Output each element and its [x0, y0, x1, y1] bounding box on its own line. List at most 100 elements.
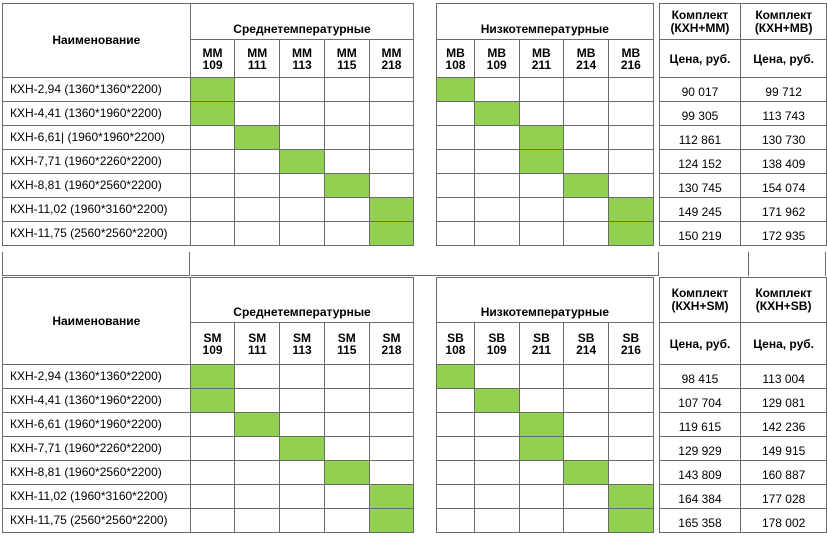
- price-table-bottom: Наименование Среднетемпературные Низкоте…: [2, 277, 827, 533]
- empty-cell: [234, 173, 281, 198]
- table-row: КХН-4,41 (1360*1960*2200) 99 305 113 743: [2, 101, 827, 126]
- price-value: 177 028: [740, 484, 827, 509]
- table-row: КХН-7,71 (1960*2260*2200) 124 152 138 409: [2, 149, 827, 174]
- model-header: ММ 218: [368, 39, 415, 78]
- empty-cell: [279, 412, 325, 437]
- model-header: SB 211: [518, 322, 565, 365]
- mid-temp-title: Среднетемпературные: [189, 3, 415, 40]
- kit-header: Комплект (КХН+SM): [658, 277, 742, 323]
- price-value: 165 358: [658, 508, 742, 533]
- model-name: КХН-11,02 (1960*3160*2200): [2, 484, 191, 509]
- low-temp-title: Низкотемпературные: [436, 3, 654, 40]
- compatible-cell: [607, 197, 654, 222]
- model-series: ММ: [292, 45, 312, 60]
- empty-cell: [518, 460, 565, 485]
- price-value: 160 887: [740, 460, 827, 485]
- empty-cell: [436, 221, 475, 246]
- empty-cell: [563, 508, 609, 533]
- model-number: 211: [531, 57, 552, 72]
- empty-cell: [279, 460, 325, 485]
- price-value: 149 915: [740, 436, 827, 461]
- empty-cell: [607, 125, 654, 150]
- empty-cell: [323, 77, 370, 102]
- price-value: 124 152: [658, 149, 742, 174]
- empty-cell: [189, 484, 236, 509]
- model-series: SB: [447, 330, 464, 345]
- empty-cell: [279, 508, 325, 533]
- empty-cell: [518, 173, 565, 198]
- empty-cell: [323, 221, 370, 246]
- empty-cell: [563, 197, 609, 222]
- empty-cell: [518, 101, 565, 126]
- empty-cell: [279, 197, 325, 222]
- price-value: 150 219: [658, 221, 742, 246]
- empty-cell: [436, 460, 475, 485]
- model-series: SB: [622, 330, 640, 345]
- table-row: КХН-2,94 (1360*1360*2200) 98 415 113 004: [2, 364, 827, 389]
- price-header: Цена, руб.: [740, 39, 827, 78]
- model-name: КХН-7,71 (1960*2260*2200): [2, 436, 191, 461]
- model-number: 109: [202, 342, 223, 357]
- model-name: КХН-2,94 (1360*1360*2200): [2, 77, 191, 102]
- model-number: 216: [620, 342, 641, 357]
- compatible-cell: [473, 388, 520, 413]
- empty-cell: [368, 149, 415, 174]
- compatible-cell: [436, 364, 475, 389]
- model-number: 109: [486, 57, 507, 72]
- empty-cell: [323, 388, 370, 413]
- empty-cell: [473, 173, 520, 198]
- empty-cell: [436, 149, 475, 174]
- compatible-cell: [279, 436, 325, 461]
- price-value: 171 962: [740, 197, 827, 222]
- model-header: ММ 113: [279, 39, 325, 78]
- empty-cell: [234, 436, 281, 461]
- model-header: МВ 216: [607, 39, 654, 78]
- empty-cell: [279, 364, 325, 389]
- model-series: SM: [203, 330, 222, 345]
- model-number: 115: [337, 57, 357, 72]
- empty-cell: [436, 412, 475, 437]
- price-value: 172 935: [740, 221, 827, 246]
- empty-cell: [607, 173, 654, 198]
- compatible-cell: [279, 149, 325, 174]
- empty-cell: [323, 149, 370, 174]
- model-number: 109: [486, 342, 507, 357]
- model-number: 113: [292, 57, 312, 72]
- table-row: КХН-6,61 (1960*1960*2200) 119 615 142 236: [2, 412, 827, 437]
- model-series: ММ: [202, 45, 223, 60]
- model-series: ММ: [336, 45, 357, 60]
- price-value: 90 017: [658, 77, 742, 102]
- model-number: 115: [337, 342, 357, 357]
- empty-cell: [607, 77, 654, 102]
- compatible-cell: [323, 173, 370, 198]
- empty-cell: [563, 364, 609, 389]
- model-number: 109: [202, 57, 223, 72]
- price-value: 113 004: [740, 364, 827, 389]
- empty-cell: [323, 412, 370, 437]
- price-value: 129 929: [658, 436, 742, 461]
- empty-cell: [436, 436, 475, 461]
- compatible-cell: [189, 77, 236, 102]
- compatible-cell: [368, 484, 415, 509]
- table-row: КХН-11,75 (2560*2560*2200) 165 358 178 002: [2, 508, 827, 533]
- model-number: 113: [292, 342, 312, 357]
- empty-cell: [323, 364, 370, 389]
- empty-cell: [473, 508, 520, 533]
- empty-cell: [563, 101, 609, 126]
- model-name: КХН-6,61| (1960*1960*2200): [2, 125, 191, 150]
- empty-cell: [234, 388, 281, 413]
- model-number: 111: [247, 342, 267, 357]
- compatible-cell: [473, 101, 520, 126]
- price-value: 143 809: [658, 460, 742, 485]
- table-row: КХН-4,41 (1360*1960*2200) 107 704 129 081: [2, 388, 827, 413]
- price-header: Цена, руб.: [740, 322, 827, 365]
- empty-cell: [436, 125, 475, 150]
- compatible-cell: [518, 149, 565, 174]
- empty-cell: [473, 412, 520, 437]
- model-number: 214: [576, 57, 597, 72]
- empty-cell: [323, 101, 370, 126]
- empty-cell: [189, 173, 236, 198]
- empty-cell: [234, 101, 281, 126]
- empty-cell: [234, 508, 281, 533]
- empty-cell: [189, 149, 236, 174]
